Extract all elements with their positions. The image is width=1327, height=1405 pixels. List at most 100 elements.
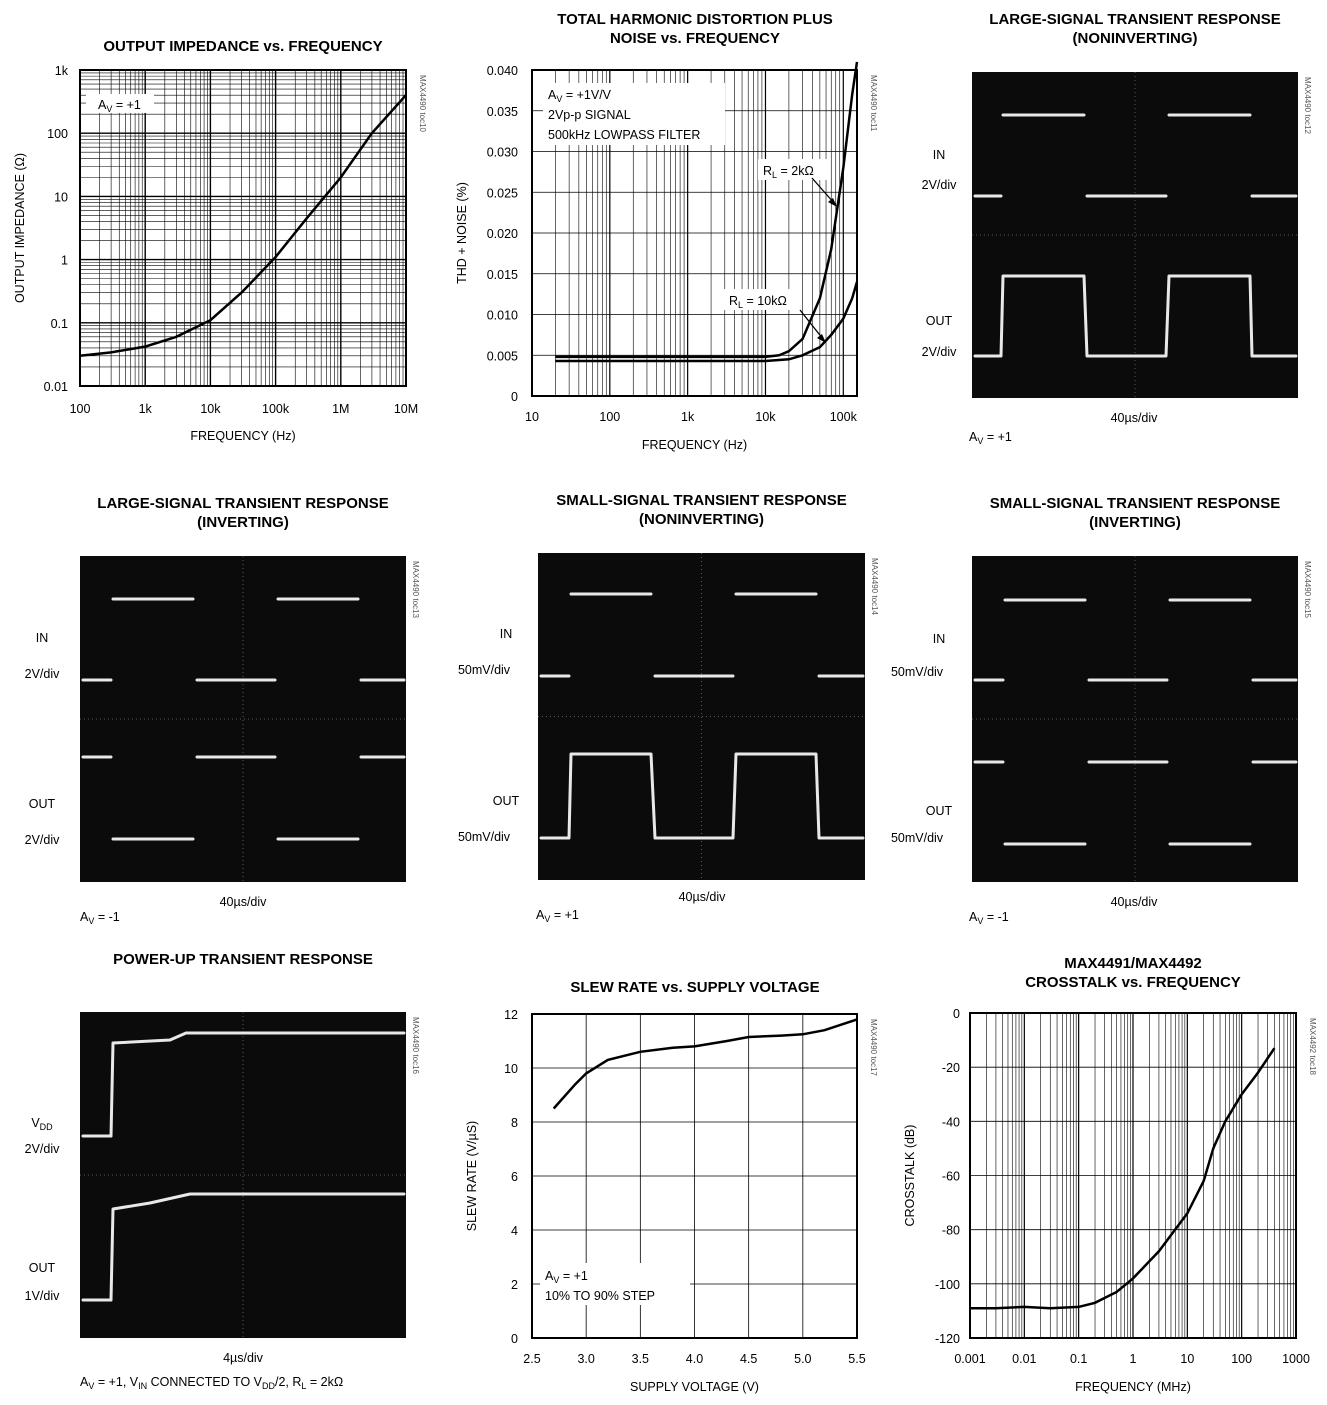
timebase-label: 4µs/div — [223, 1351, 264, 1365]
channel-label: 50mV/div — [458, 830, 511, 844]
scope-large-signal-inverting: LARGE-SIGNAL TRANSIENT RESPONSE (INVERTIN… — [25, 495, 420, 926]
label-bg — [758, 159, 828, 180]
x-tick-label: 4.5 — [740, 1352, 757, 1366]
channel-label: OUT — [493, 794, 520, 808]
x-axis-label: FREQUENCY (Hz) — [642, 438, 747, 452]
y-tick-label: 0.025 — [487, 186, 518, 200]
arrow-head — [828, 198, 837, 207]
arrow-head — [817, 334, 826, 343]
figure-id-tag: MAX4490 toc17 — [869, 1019, 878, 1076]
scope-small-signal-noninverting: SMALL-SIGNAL TRANSIENT RESPONSE (NONINVER… — [458, 492, 879, 924]
x-axis-label: FREQUENCY (MHz) — [1075, 1380, 1191, 1394]
plot-frame — [79, 69, 407, 387]
channel-label: OUT — [29, 1261, 56, 1275]
figure-id-tag: MAX4490 toc15 — [1303, 561, 1312, 618]
x-tick-label: 10M — [394, 402, 418, 416]
x-tick-label: 10 — [525, 410, 539, 424]
y-tick-label: 0 — [511, 1332, 518, 1346]
scope-screen — [80, 556, 406, 882]
series-label-2k: RL = 2kΩ — [763, 164, 814, 180]
chart-title-line: TOTAL HARMONIC DISTORTION PLUS — [557, 11, 833, 28]
y-tick-label: -20 — [942, 1061, 960, 1075]
gain-label: AV = -1 — [80, 910, 120, 926]
chart-slew-rate: SLEW RATE vs. SUPPLY VOLTAGE 2.5 3.0 3.5 4.0… — [465, 979, 878, 1394]
chart-title-line: OUTPUT IMPEDANCE vs. FREQUENCY — [103, 38, 382, 55]
annotation-bg — [543, 83, 725, 145]
scope-screen — [80, 1012, 406, 1338]
x-axis-label: FREQUENCY (Hz) — [190, 429, 295, 443]
chart-title-line: SMALL-SIGNAL TRANSIENT RESPONSE — [556, 492, 847, 509]
channel-label: IN — [36, 631, 49, 645]
x-tick-label: 100 — [599, 410, 620, 424]
y-tick-label: -60 — [942, 1170, 960, 1184]
timebase-label: 40µs/div — [220, 895, 268, 909]
scope-screen — [972, 72, 1298, 398]
label-bg — [724, 289, 802, 310]
x-tick-label: 1 — [1130, 1352, 1137, 1366]
chart-title-line: (INVERTING) — [1089, 514, 1181, 531]
series-label-10k: RL = 10kΩ — [729, 294, 787, 310]
scope-trace-segment — [109, 1192, 406, 1302]
chart-title-line: MAX4491/MAX4492 — [1064, 955, 1202, 972]
chart-thd-noise: TOTAL HARMONIC DISTORTION PLUS NOISE vs. … — [455, 11, 878, 452]
figure-id-tag: MAX4492 toc18 — [1308, 1018, 1317, 1075]
crosstalk-curve — [970, 1047, 1276, 1310]
scope-trace-segment — [973, 274, 1298, 358]
chart-title-line: NOISE vs. FREQUENCY — [610, 30, 780, 47]
y-tick-label: 4 — [511, 1224, 518, 1238]
chart-title-line: LARGE-SIGNAL TRANSIENT RESPONSE — [989, 11, 1280, 28]
gain-annotation: AV = +1 — [545, 1269, 588, 1285]
y-axis-label: CROSSTALK (dB) — [903, 1125, 917, 1227]
plot-frame — [531, 1013, 858, 1339]
channel-label: 2V/div — [25, 1142, 60, 1156]
figure-id-tag: MAX4490 toc10 — [418, 75, 427, 132]
x-tick-label: 10 — [1180, 1352, 1194, 1366]
y-tick-label: 0.035 — [487, 105, 518, 119]
leader-arrow — [811, 177, 835, 204]
gain-label: AV = +1 — [969, 430, 1012, 446]
figure-id-tag: MAX4490 toc13 — [411, 561, 420, 618]
channel-label: VDD — [31, 1116, 53, 1132]
channel-label: IN — [933, 148, 946, 162]
plot-area — [80, 70, 406, 386]
y-axis-label: SLEW RATE (V/µS) — [465, 1121, 479, 1231]
scope-large-signal-noninverting: LARGE-SIGNAL TRANSIENT RESPONSE (NONINVER… — [922, 11, 1312, 446]
channel-label: IN — [933, 632, 946, 646]
x-tick-label: 0.01 — [1012, 1352, 1036, 1366]
annotation-bg — [86, 94, 154, 113]
test-conditions-caption: AV = +1, VIN CONNECTED TO VDD/2, RL = 2k… — [80, 1375, 343, 1391]
y-tick-label: 1k — [55, 64, 69, 78]
y-tick-label: 12 — [504, 1008, 518, 1022]
figure-id-tag: MAX4490 toc12 — [1303, 77, 1312, 134]
channel-label: 2V/div — [922, 178, 957, 192]
timebase-label: 40µs/div — [1111, 411, 1159, 425]
channel-label: 50mV/div — [891, 665, 944, 679]
y-tick-label: 2 — [511, 1278, 518, 1292]
slew-rate-curve — [552, 1018, 858, 1110]
impedance-curve — [79, 94, 407, 358]
channel-label: 2V/div — [25, 667, 60, 681]
series-2k-curve — [555, 61, 859, 359]
chart-crosstalk: MAX4491/MAX4492 CROSSTALK vs. FREQUENCY 0.… — [903, 955, 1317, 1394]
x-tick-label: 0.1 — [1070, 1352, 1087, 1366]
gain-annotation: AV = +1V/V — [548, 88, 612, 104]
chart-title-line: (NONINVERTING) — [1073, 30, 1198, 47]
y-tick-label: 0 — [953, 1007, 960, 1021]
y-tick-label: -80 — [942, 1224, 960, 1238]
plot-frame — [531, 69, 858, 397]
y-tick-label: 10 — [504, 1062, 518, 1076]
x-tick-label: 4.0 — [686, 1352, 703, 1366]
x-tick-label: 5.5 — [848, 1352, 865, 1366]
x-tick-label: 1k — [139, 402, 153, 416]
step-annotation: 10% TO 90% STEP — [545, 1289, 655, 1303]
y-tick-label: 0.020 — [487, 227, 518, 241]
figure-id-tag: MAX4490 toc16 — [411, 1017, 420, 1074]
chart-title-line: (NONINVERTING) — [639, 511, 764, 528]
x-tick-label: 3.0 — [577, 1352, 594, 1366]
y-axis-label: THD + NOISE (%) — [455, 182, 469, 284]
channel-label: 2V/div — [922, 345, 957, 359]
channel-label: 1V/div — [25, 1289, 60, 1303]
y-tick-label: 10 — [54, 190, 68, 204]
